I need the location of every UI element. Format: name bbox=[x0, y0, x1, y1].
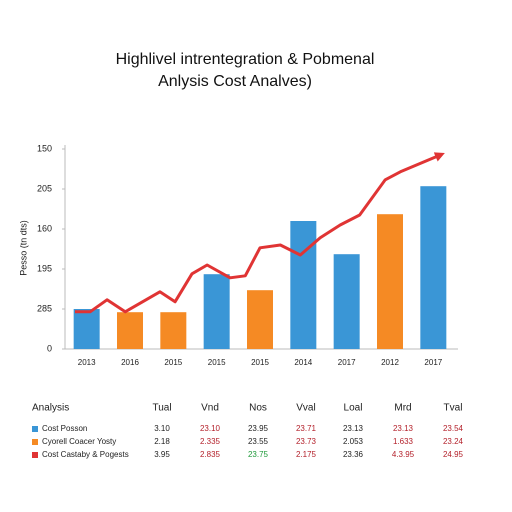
x-tick-label: 2014 bbox=[294, 358, 312, 367]
y-tick-label: 0 bbox=[47, 343, 52, 353]
x-tick-label: 2012 bbox=[381, 358, 399, 367]
table-cell: 23.10 bbox=[200, 424, 221, 433]
bar bbox=[73, 309, 100, 349]
y-tick-label: 205 bbox=[37, 183, 52, 193]
chart-title: Anlysis Cost Analves) bbox=[158, 73, 312, 90]
bar bbox=[290, 221, 317, 349]
table-cell: 23.95 bbox=[248, 424, 269, 433]
bar bbox=[333, 254, 360, 349]
bar bbox=[420, 186, 447, 349]
y-axis-label: Pesso (tn dts) bbox=[18, 220, 28, 276]
table-header: Tual bbox=[152, 403, 171, 414]
y-tick-label: 160 bbox=[37, 223, 52, 233]
row-label: Cost Castaby & Pogests bbox=[42, 450, 129, 459]
table-header: Tval bbox=[444, 403, 463, 414]
bar bbox=[247, 290, 273, 349]
table-cell: 2.835 bbox=[200, 450, 221, 459]
table-header: Mrd bbox=[394, 403, 411, 414]
legend-swatch bbox=[32, 439, 38, 445]
bar bbox=[377, 214, 403, 349]
table-cell: 23.13 bbox=[393, 424, 414, 433]
bar bbox=[203, 274, 230, 349]
x-tick-label: 2013 bbox=[78, 358, 96, 367]
table-cell: 3.95 bbox=[154, 450, 170, 459]
table-cell: 23.24 bbox=[443, 437, 464, 446]
table-header: Vval bbox=[296, 403, 315, 414]
table-cell: 2.175 bbox=[296, 450, 317, 459]
table-cell: 23.71 bbox=[296, 424, 317, 433]
table-cell: 2.18 bbox=[154, 437, 170, 446]
chart-title: Highlivel intrentegration & Pobmenal bbox=[116, 51, 375, 68]
y-tick-label: 285 bbox=[37, 303, 52, 313]
table-cell: 23.54 bbox=[443, 424, 464, 433]
bar bbox=[117, 312, 143, 349]
table-header: Loal bbox=[344, 403, 363, 414]
table-cell: 1.633 bbox=[393, 437, 414, 446]
table-cell: 23.13 bbox=[343, 424, 364, 433]
x-tick-label: 2015 bbox=[164, 358, 182, 367]
x-tick-label: 2017 bbox=[424, 358, 442, 367]
table-cell: 2.053 bbox=[343, 437, 364, 446]
bar bbox=[160, 312, 187, 349]
y-tick-label: 150 bbox=[37, 143, 52, 153]
x-tick-label: 2016 bbox=[121, 358, 139, 367]
row-label: Cost Posson bbox=[42, 424, 87, 433]
row-label: Cyorell Coacer Yosty bbox=[42, 437, 116, 446]
trend-line bbox=[74, 152, 445, 314]
legend-swatch bbox=[32, 452, 38, 458]
table-cell: 23.75 bbox=[248, 450, 269, 459]
x-tick-label: 2017 bbox=[338, 358, 356, 367]
table-cell: 2.335 bbox=[200, 437, 221, 446]
table-cell: 24.95 bbox=[443, 450, 464, 459]
table-header: Analysis bbox=[32, 403, 69, 414]
table-header: Vnd bbox=[201, 403, 219, 414]
x-tick-label: 2015 bbox=[251, 358, 269, 367]
x-tick-label: 2015 bbox=[208, 358, 226, 367]
y-tick-label: 195 bbox=[37, 263, 52, 273]
table-header: Nos bbox=[249, 403, 267, 414]
table-cell: 23.55 bbox=[248, 437, 269, 446]
table-cell: 4.3.95 bbox=[392, 450, 415, 459]
legend-swatch bbox=[32, 426, 38, 432]
table-cell: 3.10 bbox=[154, 424, 170, 433]
table-cell: 23.36 bbox=[343, 450, 364, 459]
table-cell: 23.73 bbox=[296, 437, 317, 446]
